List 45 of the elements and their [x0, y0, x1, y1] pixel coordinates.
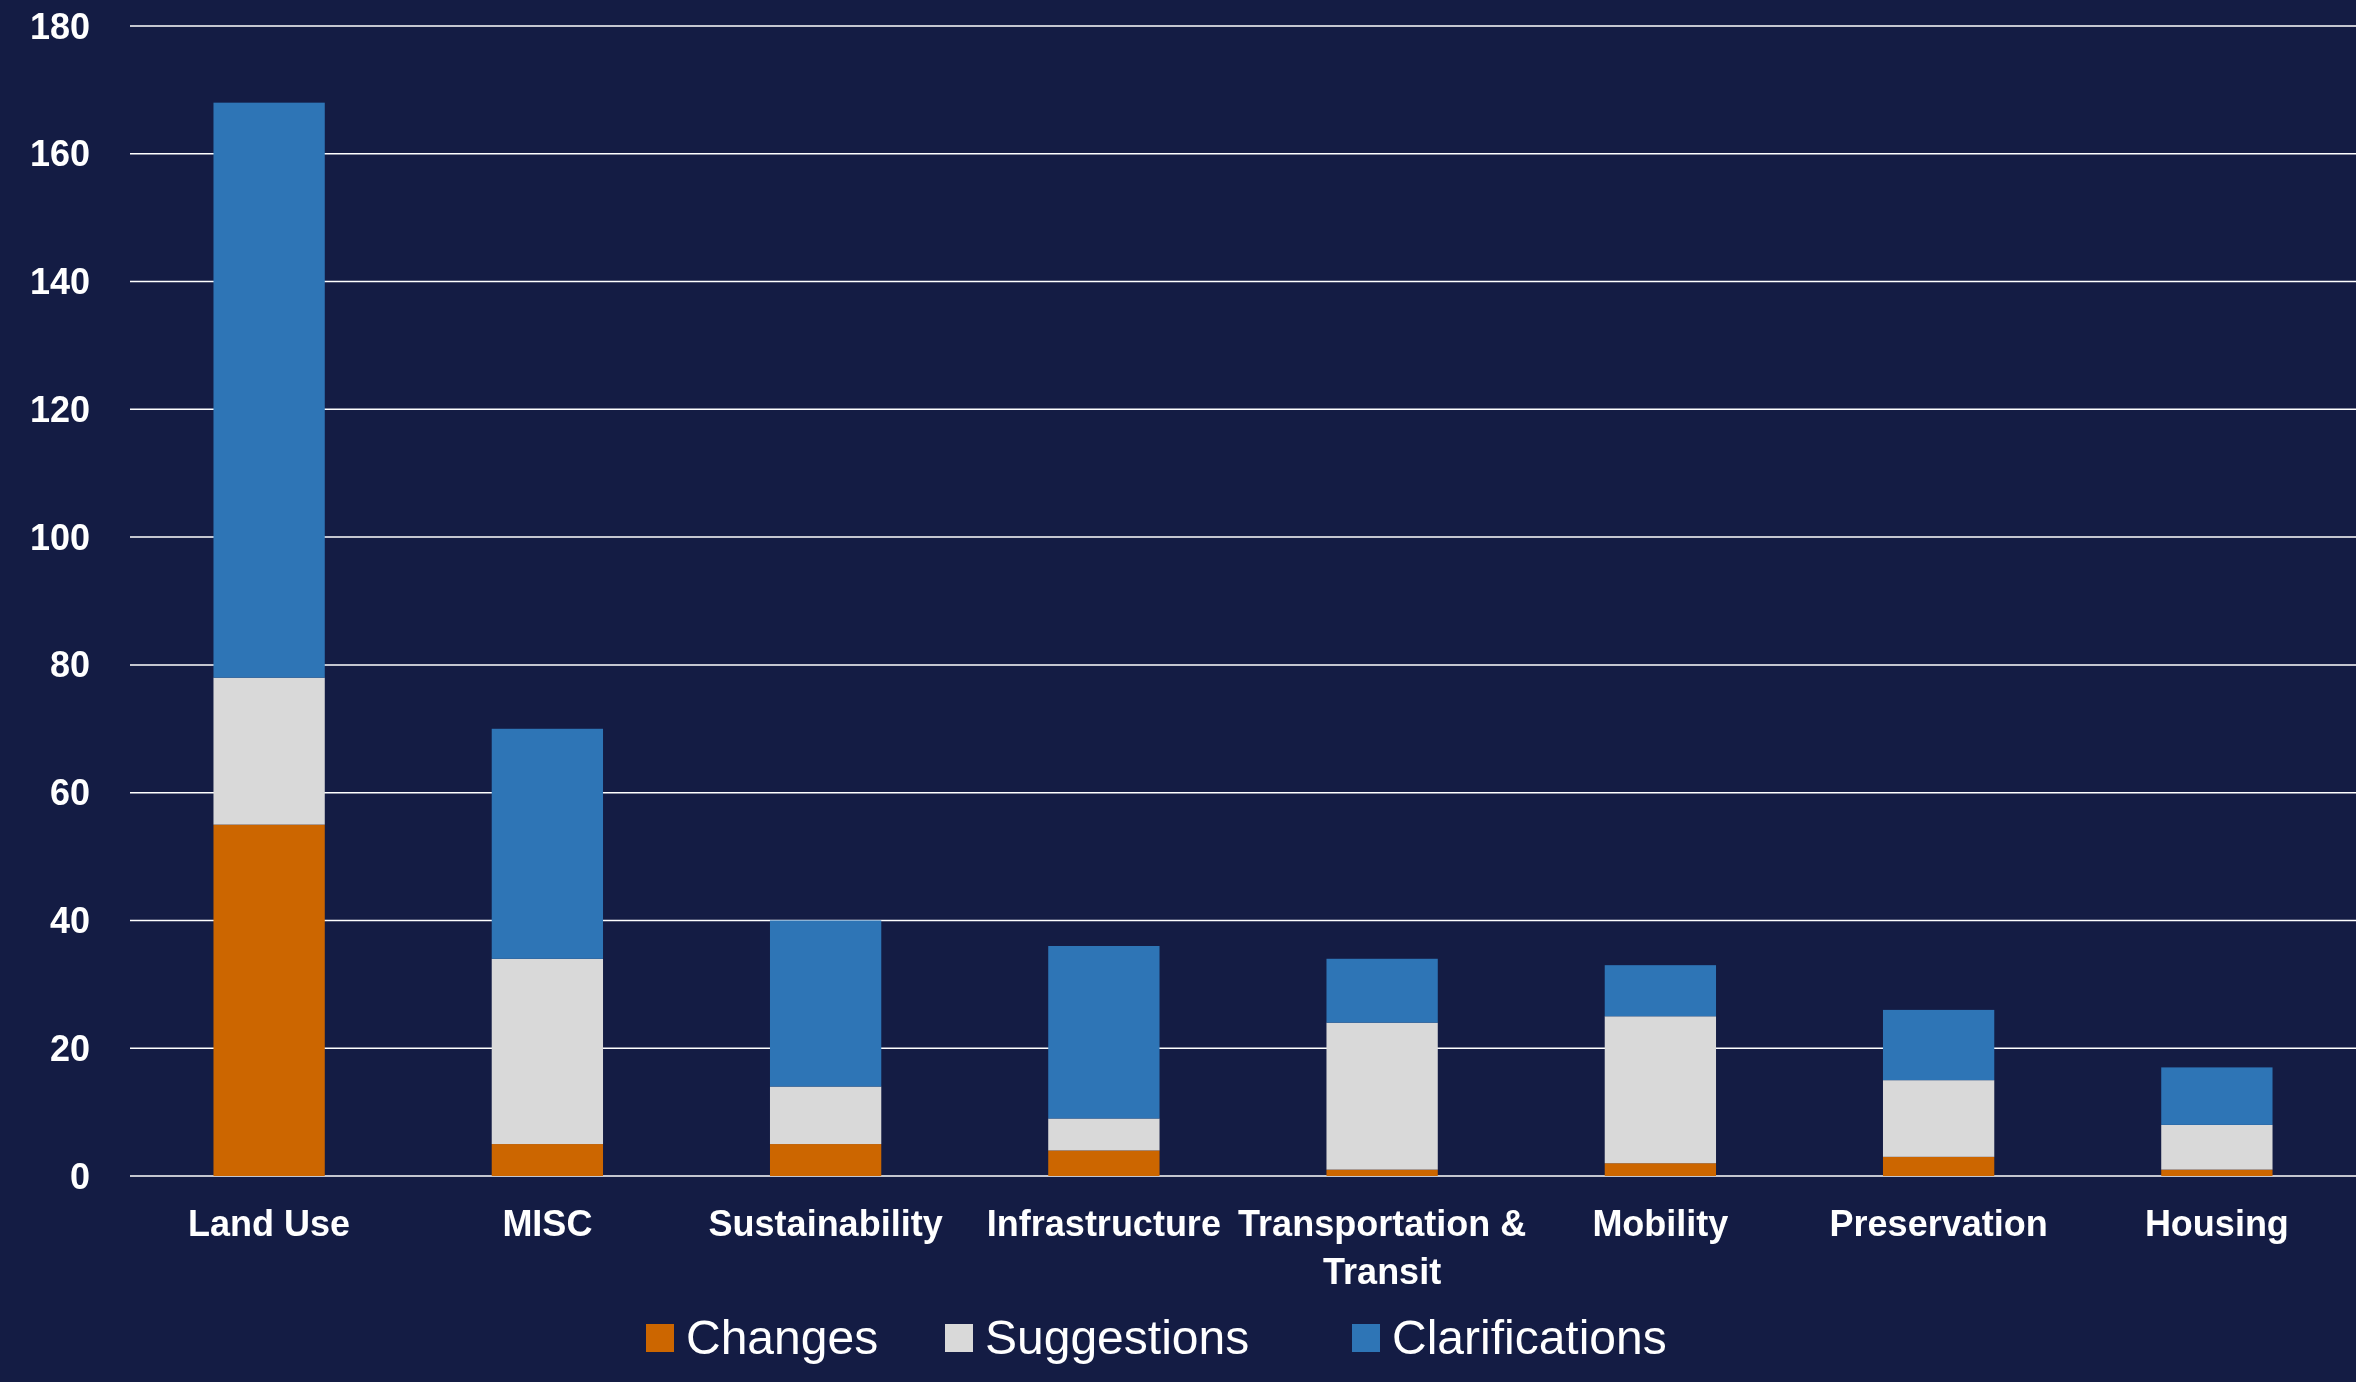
bar: [1882, 1156, 1995, 1176]
x-tick-label: Transportation & Transit: [1238, 1203, 1527, 1292]
bar: [1882, 1009, 1995, 1081]
legend-label: Clarifications: [1392, 1311, 1667, 1364]
bar: [1048, 1150, 1160, 1176]
y-tick-label: 180: [29, 5, 90, 47]
bar: [1604, 1016, 1717, 1164]
y-tick-label: 140: [29, 261, 90, 303]
y-tick-label: 40: [49, 900, 90, 942]
bar: [1882, 1080, 1995, 1157]
bar: [2161, 1124, 2273, 1170]
bar: [1326, 1022, 1438, 1170]
bar: [213, 824, 325, 1176]
bar: [491, 1144, 604, 1176]
bar: [1604, 965, 1717, 1017]
y-tick-label: 60: [49, 772, 90, 814]
bar: [2161, 1067, 2273, 1125]
x-tick-label: Infrastructure: [986, 1203, 1221, 1244]
x-tick-label: Housing: [2144, 1203, 2289, 1244]
bar: [1604, 1163, 1717, 1176]
x-tick-label: Mobility: [1592, 1203, 1729, 1244]
bar: [1326, 1169, 1438, 1176]
bar: [1048, 1118, 1160, 1151]
bar: [2161, 1169, 2273, 1176]
bar: [1048, 946, 1160, 1119]
y-tick-label: 80: [49, 644, 90, 686]
bar: [769, 920, 882, 1087]
bar: [1326, 958, 1438, 1023]
y-tick-label: 100: [29, 516, 90, 558]
bar: [491, 728, 604, 959]
y-tick-label: 120: [29, 388, 90, 430]
x-tick-label: MISC: [502, 1203, 593, 1244]
y-tick-label: 0: [69, 1155, 90, 1197]
bar: [213, 102, 325, 678]
x-tick-label: Land Use: [188, 1203, 351, 1244]
x-tick-label: Sustainability: [708, 1203, 943, 1244]
legend-label: Suggestions: [985, 1311, 1250, 1364]
bar: [769, 1144, 882, 1176]
y-tick-label: 160: [29, 133, 90, 175]
legend-label: Changes: [686, 1311, 879, 1364]
x-tick-label: Preservation: [1829, 1203, 2048, 1244]
bar: [491, 958, 604, 1145]
y-tick-label: 20: [49, 1027, 90, 1069]
bar: [769, 1086, 882, 1145]
bar: [213, 677, 325, 825]
